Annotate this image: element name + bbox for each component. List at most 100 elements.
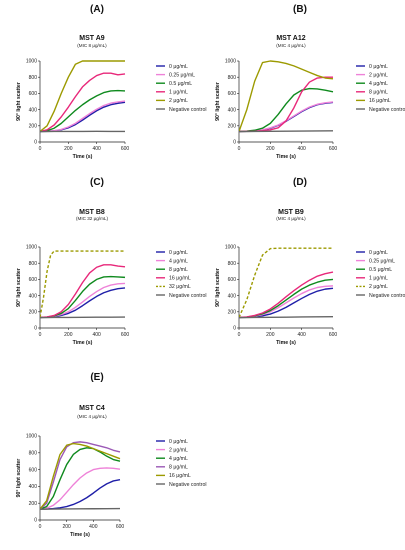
- y-tick-label: 200: [228, 124, 237, 130]
- x-axis-label: Time (s): [276, 154, 296, 160]
- legend-entry: 0.25 μg/mL: [369, 258, 395, 264]
- legend-entry: Negative control: [169, 293, 207, 299]
- chart-subtitle: (MIC 4 μg/mL): [276, 43, 306, 48]
- x-tick-label: 600: [329, 332, 338, 338]
- x-tick-label: 0: [39, 146, 42, 152]
- chart-title: MST A12: [276, 35, 305, 42]
- legend-entry: 0 μg/mL: [369, 250, 388, 256]
- y-tick-label: 800: [228, 75, 237, 81]
- x-tick-label: 0: [238, 146, 241, 152]
- y-tick-label: 600: [29, 91, 38, 97]
- y-tick-label: 0: [233, 140, 236, 146]
- chart-panel-5: (E) MST C4 (MIC 4 μg/mL) 0 200 400 600 800 1000 0…: [16, 372, 207, 538]
- x-tick-label: 600: [121, 332, 130, 338]
- chart-subtitle: (MIC 4 μg/mL): [276, 216, 306, 221]
- x-axis-label: Time (s): [73, 154, 93, 160]
- y-tick-label: 800: [29, 261, 38, 267]
- x-tick-label: 200: [64, 332, 73, 338]
- y-tick-label: 200: [29, 124, 38, 130]
- series-line: [239, 87, 334, 133]
- chart-subtitle: (MIC 8 μg/mL): [77, 43, 107, 48]
- x-tick-label: 200: [266, 332, 275, 338]
- chart-title: MST B8: [79, 209, 105, 216]
- y-tick-label: 400: [29, 293, 38, 299]
- y-tick-label: 200: [228, 310, 237, 316]
- legend-entry: Negative control: [169, 107, 207, 113]
- legend-entry: Negative control: [369, 107, 405, 113]
- x-tick-label: 0: [39, 524, 42, 530]
- series-line: [40, 264, 126, 319]
- y-tick-label: 1000: [26, 245, 37, 251]
- series-line: [40, 467, 121, 510]
- legend-entry: 0 μg/mL: [369, 64, 388, 70]
- y-tick-label: 800: [29, 75, 38, 81]
- x-tick-label: 200: [64, 146, 73, 152]
- chart-subtitle: (MIC 32 μg/mL): [76, 216, 108, 221]
- y-tick-label: 0: [34, 140, 37, 146]
- y-axis-label: 90° light scatter: [215, 268, 221, 307]
- panel-label: (B): [293, 4, 307, 15]
- x-tick-label: 400: [297, 332, 306, 338]
- legend-entry: 4 μg/mL: [369, 81, 388, 87]
- legend-entry: Negative control: [369, 293, 405, 299]
- series-line: [40, 60, 125, 133]
- panel-label: (A): [90, 4, 104, 15]
- series-line: [239, 278, 334, 319]
- series-line: [40, 100, 126, 133]
- legend-entry: 0 μg/mL: [169, 439, 188, 445]
- series-line: [40, 282, 126, 319]
- y-tick-label: 400: [29, 107, 38, 113]
- y-tick-label: 400: [228, 293, 237, 299]
- y-axis-label: 90° light scatter: [16, 82, 22, 121]
- chart-panel-4: (D) MST B9(MIC 4 μg/mL) 0 200 400 600 800 1000 0…: [215, 177, 405, 346]
- y-tick-label: 400: [228, 107, 237, 113]
- series-line: [239, 130, 334, 133]
- chart-title: MST A9: [79, 35, 105, 42]
- y-tick-label: 800: [228, 261, 237, 267]
- series-line: [239, 271, 334, 319]
- panel-label: (C): [90, 177, 104, 188]
- series-line: [40, 89, 126, 133]
- legend-entry: 2 μg/mL: [169, 447, 188, 453]
- legend-entry: 2 μg/mL: [169, 98, 188, 104]
- chart-title: MST B9: [278, 209, 304, 216]
- series-line: [40, 316, 126, 319]
- x-tick-label: 600: [329, 146, 338, 152]
- panel-label: (D): [293, 177, 307, 188]
- x-tick-label: 0: [39, 332, 42, 338]
- chart-panel-3: (C) MST B8(MIC 32 μg/mL) 0 200 400 600 800 1000…: [16, 177, 207, 346]
- y-tick-label: 600: [228, 277, 237, 283]
- x-axis-label: Time (s): [70, 532, 90, 538]
- legend-entry: 16 μg/mL: [169, 473, 191, 479]
- series-line: [40, 101, 126, 133]
- legend-entry: 1 μg/mL: [169, 90, 188, 96]
- x-tick-label: 0: [238, 332, 241, 338]
- legend-entry: 16 μg/mL: [369, 98, 391, 104]
- x-axis-label: Time (s): [73, 340, 93, 346]
- legend-entry: 0.25 μg/mL: [169, 72, 195, 78]
- x-tick-label: 600: [116, 524, 125, 530]
- series-line: [239, 60, 334, 132]
- legend-entry: 8 μg/mL: [169, 465, 188, 471]
- y-tick-label: 200: [29, 501, 38, 507]
- y-tick-label: 800: [29, 451, 38, 457]
- y-tick-label: 0: [34, 326, 37, 332]
- legend-entry: 2 μg/mL: [369, 284, 388, 290]
- legend-entry: 8 μg/mL: [369, 90, 388, 96]
- y-tick-label: 600: [228, 91, 237, 97]
- x-tick-label: 600: [121, 146, 130, 152]
- legend-entry: 0.5 μg/mL: [369, 267, 392, 273]
- y-tick-label: 1000: [26, 434, 37, 440]
- legend-entry: 32 μg/mL: [169, 284, 191, 290]
- chart-title: MST C4: [79, 405, 105, 412]
- legend-entry: 4 μg/mL: [169, 456, 188, 462]
- y-tick-label: 600: [29, 277, 38, 283]
- y-tick-label: 1000: [225, 245, 236, 251]
- panel-label: (E): [90, 372, 103, 383]
- series-line: [239, 101, 334, 133]
- chart-panel-2: (B) MST A12(MIC 4 μg/mL) 0 200 400 600 800 1000…: [215, 4, 405, 160]
- legend-entry: 8 μg/mL: [169, 267, 188, 273]
- series-line: [40, 72, 126, 133]
- y-tick-label: 1000: [26, 59, 37, 65]
